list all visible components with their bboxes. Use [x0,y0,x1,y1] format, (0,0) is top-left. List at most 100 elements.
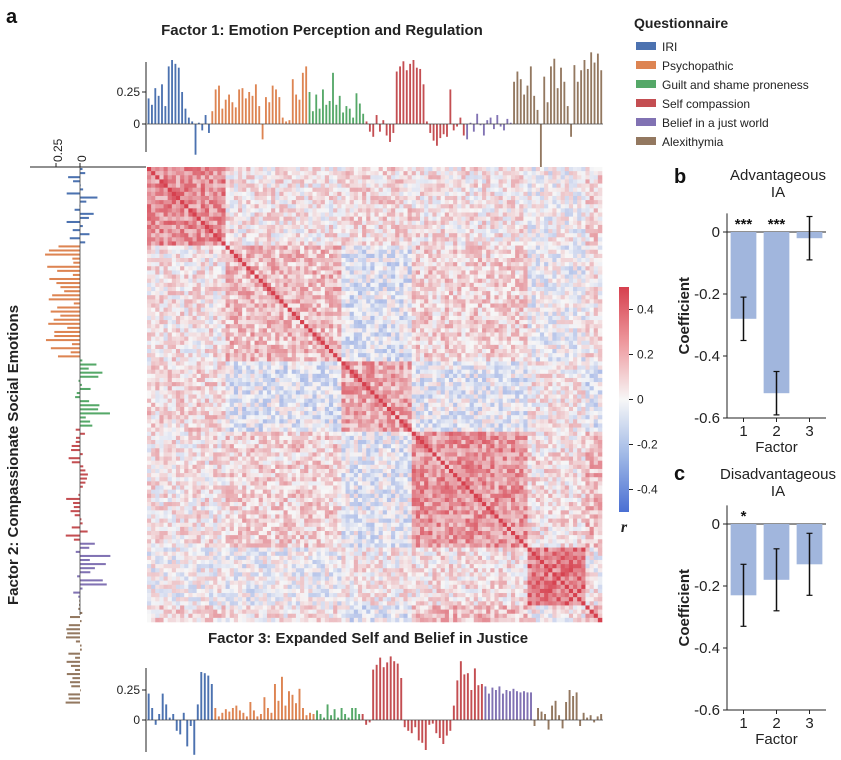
heatmap-cell [386,270,392,275]
heatmap-cell [552,212,557,217]
heatmap-cell [353,328,359,333]
heatmap-cell [597,195,603,201]
heatmap-cell [589,282,595,288]
heatmap-cell [515,299,520,304]
heatmap-cell [494,262,499,267]
heatmap-cell [266,208,272,213]
heatmap-cell [457,195,462,201]
heatmap-cell [188,195,193,201]
heatmap-cell [415,191,421,197]
heatmap-cell [171,328,177,333]
heatmap-cell [167,315,173,321]
heatmap-cell [345,249,350,255]
heatmap-cell [266,233,272,238]
heatmap-cell [242,179,247,184]
heatmap-cell [242,171,247,176]
heatmap-cell [539,175,545,180]
heatmap-cell [192,200,197,205]
heatmap-cell [279,216,284,222]
factor1-bar [261,124,264,140]
heatmap-cell [159,320,164,325]
heatmap-cell [366,336,371,342]
heatmap-cell [155,291,160,296]
heatmap-cell [233,315,239,321]
heatmap-cell [204,245,210,251]
factor1-bar [147,98,150,124]
heatmap-cell [304,336,309,342]
heatmap-cell [506,291,512,296]
heatmap-cell [366,303,371,308]
heatmap-cell [258,212,264,217]
heatmap-cell [386,208,392,213]
heatmap-cell [279,179,284,184]
heatmap-cell [486,220,491,226]
heatmap-cell [370,253,375,259]
heatmap-cell [411,204,417,209]
heatmap-cell [589,224,595,230]
heatmap-cell [399,320,404,325]
factor1-bar [281,117,284,124]
heatmap-cell [420,237,425,242]
heatmap-cell [461,175,466,180]
heatmap-cell [238,324,243,329]
heatmap-cell [453,167,458,172]
heatmap-cell [242,320,247,325]
heatmap-cell [171,299,177,304]
heatmap-cell [523,237,528,242]
heatmap-cell [151,208,156,213]
heatmap-cell [229,291,235,296]
heatmap-cell [556,167,561,172]
heatmap-cell [577,249,582,255]
heatmap-cell [353,183,359,188]
heatmap-cell [217,191,222,197]
factor1-bars [147,52,603,176]
factor1-bar [496,115,499,124]
heatmap-cell [519,183,524,188]
heatmap-cell [548,195,553,201]
heatmap-cell [544,204,549,209]
heatmap-cell [453,220,458,226]
heatmap-cell [395,278,400,284]
heatmap-cell [349,253,355,259]
heatmap-cell [531,291,537,296]
heatmap-cell [324,266,330,271]
heatmap-cell [304,241,309,246]
heatmap-cell [312,299,317,304]
heatmap-cell [151,286,156,292]
heatmap-cell [233,204,239,209]
factor2-bar [73,506,80,509]
heatmap-cell [213,299,218,304]
heatmap-cell [568,311,574,317]
heatmap-cell [329,295,334,300]
heatmap-cell [453,241,458,246]
heatmap-cell [366,200,371,205]
heatmap-cell [242,270,247,275]
heatmap-cell [440,220,446,226]
heatmap-cell [411,311,417,317]
heatmap-cell [171,237,177,242]
heatmap-cell [180,237,185,242]
heatmap-cell [184,200,189,205]
heatmap-cell [275,171,280,176]
heatmap-cell [382,245,388,251]
heatmap-cell [279,282,284,288]
factor1-bar [301,72,304,124]
heatmap-cell [593,253,599,259]
heatmap-cell [246,249,251,255]
heatmap-cell [490,299,495,304]
heatmap-cell [291,307,297,313]
heatmap-cell [366,311,371,317]
heatmap-cell [254,324,259,329]
heatmap-cell [188,220,193,226]
factor1-bar [553,58,556,124]
heatmap-cell [407,274,413,279]
heatmap-cell [477,233,483,238]
heatmap-cell [436,332,441,337]
heatmap-cell [151,237,156,242]
heatmap-cell [432,175,437,180]
heatmap-cell [436,212,441,217]
heatmap-cell [515,324,520,329]
factor2-bar [75,440,80,443]
factor2-title: Factor 2: Compassionate Social Emotions [5,305,22,605]
heatmap-cell [233,216,239,222]
